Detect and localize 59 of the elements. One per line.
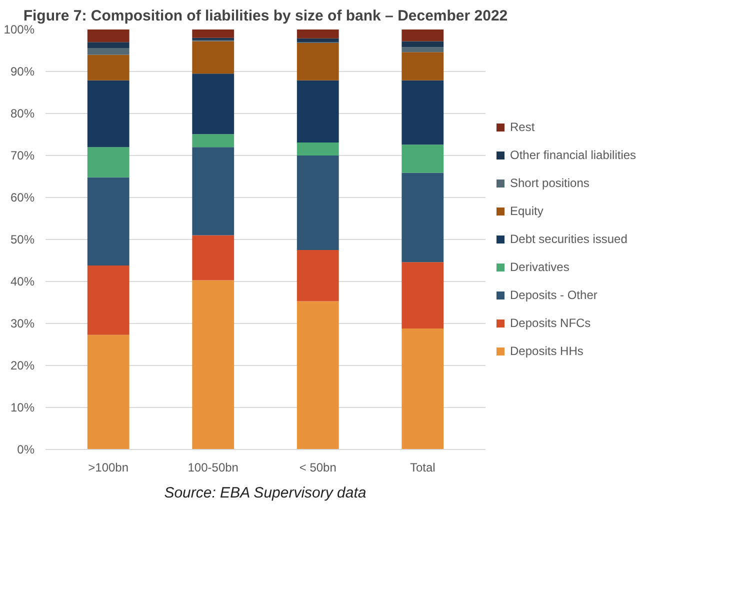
bar <box>87 42 130 48</box>
bar <box>296 80 339 142</box>
y-tick-label: 80% <box>10 106 35 120</box>
bar <box>402 30 444 42</box>
chart-title: Figure 7: Composition of liabilities by size of bank – December 2022 <box>23 8 508 24</box>
bar <box>296 301 339 450</box>
bar <box>402 172 444 262</box>
bar <box>192 134 234 148</box>
bar <box>192 74 234 134</box>
bar <box>87 147 130 178</box>
legend-label: Deposits - Other <box>510 288 598 302</box>
bar <box>402 47 444 52</box>
bar <box>192 41 234 74</box>
bar <box>192 147 234 236</box>
bar <box>402 41 444 48</box>
bar <box>296 250 339 302</box>
x-tick-label: < 50bn <box>299 460 336 474</box>
legend-label: Deposits HHs <box>510 344 584 358</box>
y-tick-label: 40% <box>10 274 35 288</box>
legend-label: Short positions <box>510 176 590 190</box>
x-tick-label: >100bn <box>88 460 129 474</box>
bar <box>87 30 130 42</box>
source-note: Source: EBA Supervisory data <box>164 484 366 502</box>
y-tick-label: 50% <box>10 232 35 246</box>
y-tick-label: 100% <box>4 22 35 36</box>
bar <box>87 80 130 148</box>
legend-label: Derivatives <box>510 260 570 274</box>
bar <box>87 48 130 55</box>
legend-label: Debt securities issued <box>510 232 628 246</box>
bar <box>296 30 339 38</box>
bar <box>87 177 130 266</box>
y-tick-label: 90% <box>10 64 35 78</box>
bar <box>296 38 339 42</box>
bar <box>87 266 130 335</box>
bar <box>402 52 444 80</box>
legend-label: Deposits NFCs <box>510 316 591 330</box>
y-tick-label: 10% <box>10 400 35 414</box>
y-tick-label: 70% <box>10 148 35 162</box>
bar <box>87 334 130 450</box>
bar <box>296 42 339 80</box>
legend-label: Other financial liabilities <box>510 148 636 162</box>
x-tick-label: 100-50bn <box>188 460 238 474</box>
bar <box>87 54 130 80</box>
y-tick-label: 0% <box>17 442 35 456</box>
bar <box>192 235 234 280</box>
y-tick-label: 30% <box>10 316 35 330</box>
bar <box>402 144 444 173</box>
bar <box>296 142 339 156</box>
y-tick-label: 20% <box>10 358 35 372</box>
bar <box>192 280 234 450</box>
bar <box>402 80 444 145</box>
bar <box>192 30 234 38</box>
legend-label: Rest <box>510 120 535 134</box>
x-tick-label: Total <box>410 460 436 474</box>
bar <box>402 328 444 450</box>
bar <box>296 156 339 250</box>
legend-label: Equity <box>510 204 544 218</box>
bar <box>402 262 444 329</box>
y-tick-label: 60% <box>10 190 35 204</box>
